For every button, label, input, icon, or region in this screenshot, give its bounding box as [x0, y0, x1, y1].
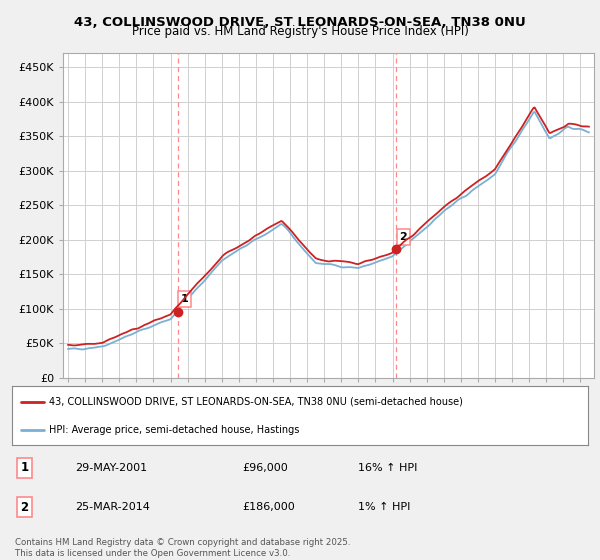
Text: 29-MAY-2001: 29-MAY-2001	[76, 463, 148, 473]
Text: 43, COLLINSWOOD DRIVE, ST LEONARDS-ON-SEA, TN38 0NU (semi-detached house): 43, COLLINSWOOD DRIVE, ST LEONARDS-ON-SE…	[49, 396, 463, 407]
Text: £186,000: £186,000	[242, 502, 295, 512]
Text: 1: 1	[20, 461, 29, 474]
Text: 43, COLLINSWOOD DRIVE, ST LEONARDS-ON-SEA, TN38 0NU: 43, COLLINSWOOD DRIVE, ST LEONARDS-ON-SE…	[74, 16, 526, 29]
Text: 25-MAR-2014: 25-MAR-2014	[76, 502, 150, 512]
Text: 2: 2	[400, 232, 407, 242]
Text: Price paid vs. HM Land Registry's House Price Index (HPI): Price paid vs. HM Land Registry's House …	[131, 25, 469, 38]
Text: 16% ↑ HPI: 16% ↑ HPI	[358, 463, 417, 473]
Text: 2: 2	[20, 501, 29, 514]
Text: Contains HM Land Registry data © Crown copyright and database right 2025.
This d: Contains HM Land Registry data © Crown c…	[15, 538, 350, 558]
Text: £96,000: £96,000	[242, 463, 288, 473]
Text: 1% ↑ HPI: 1% ↑ HPI	[358, 502, 410, 512]
Text: HPI: Average price, semi-detached house, Hastings: HPI: Average price, semi-detached house,…	[49, 425, 300, 435]
Text: 1: 1	[181, 294, 188, 304]
